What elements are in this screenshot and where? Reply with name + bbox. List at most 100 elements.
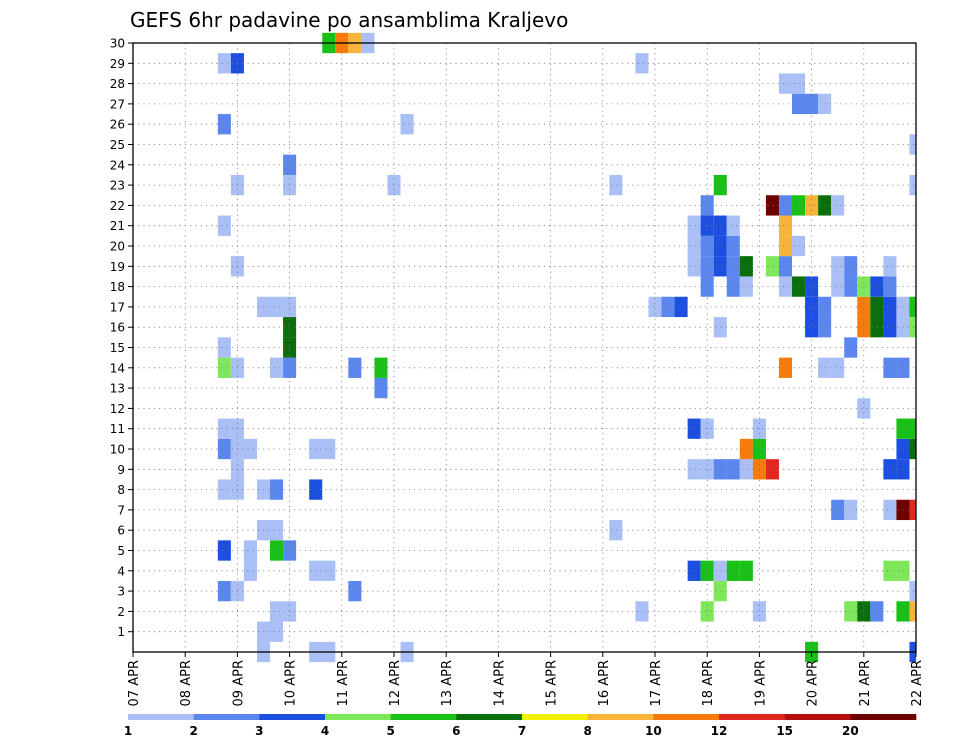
x-tick-label: 15 APR [545,660,560,706]
chart-title: GEFS 6hr padavine po ansamblima Kraljevo [130,8,568,32]
heatmap-cell [883,459,897,480]
y-tick-label: 6 [117,524,125,538]
y-tick-label: 16 [110,321,125,335]
legend-swatch [193,714,260,720]
x-tick-label: 17 APR [649,660,664,706]
heatmap-cell [609,174,623,196]
heatmap-cell [635,601,649,622]
heatmap-cell [909,499,916,521]
legend-label: 12 [711,724,728,738]
heatmap-cell [792,276,806,297]
y-tick-label: 20 [110,240,125,254]
heatmap-cell [270,601,284,622]
heatmap-cell [752,601,766,622]
heatmap-cell [217,215,231,236]
y-tick-label: 8 [117,483,125,497]
heatmap-cell [778,357,793,378]
x-tick-label: 22 APR [910,660,925,706]
heatmap-cell [831,256,845,277]
heatmap-cell [270,296,284,318]
y-tick-label: 7 [117,503,125,517]
heatmap-cell [217,114,231,135]
heatmap-cell [713,174,727,196]
heatmap-cell [883,276,897,297]
heatmap-cell [687,256,701,277]
x-tick-label: 21 APR [858,660,873,706]
heatmap-cell [270,520,284,541]
x-tick-label: 20 APR [806,660,821,706]
x-tick-label: 08 APR [179,660,194,706]
heatmap-cell [792,93,806,115]
heatmap-cell [648,296,662,318]
y-tick-label: 27 [110,97,125,111]
heatmap-cell [217,479,231,500]
x-tick-label: 16 APR [597,660,612,706]
y-tick-label: 12 [110,402,125,416]
heatmap-cell [713,459,727,480]
y-tick-label: 10 [110,443,125,457]
heatmap-cell [883,256,897,277]
legend-swatch [784,714,851,720]
heatmap-cell [726,459,740,480]
heatmap-cell [635,53,649,74]
heatmap-cell [909,296,916,318]
heatmap-cell [883,317,897,338]
legend-swatch [850,714,917,720]
legend-label: 4 [321,724,329,738]
heatmap-cell [700,276,714,297]
heatmap-cell [778,73,793,94]
heatmap-cell [713,256,727,277]
heatmap-cell [739,276,753,297]
heatmap-cell [909,174,916,196]
heatmap-cell [661,296,675,318]
heatmap-cell [713,235,727,257]
legend-swatch [719,714,785,720]
heatmap-cell [909,580,916,602]
legend-swatch [128,714,194,720]
heatmap-cell [778,256,793,277]
heatmap-cell [857,601,871,622]
y-tick-label: 24 [110,158,125,172]
heatmap-cell [765,459,779,480]
heatmap-cell [322,438,336,460]
y-tick-label: 14 [110,361,125,375]
heatmap-cell [857,317,871,338]
y-tick-label: 30 [110,37,125,51]
heatmap-cell [883,499,897,521]
heatmap-cell [792,235,806,257]
y-tick-label: 22 [110,199,125,213]
heatmap-cell [217,418,231,439]
legend-label: 5 [386,724,394,738]
legend-label: 8 [583,724,591,738]
legend-swatch [259,714,326,720]
y-tick-label: 26 [110,118,125,132]
grid-lines [133,42,916,652]
heatmap-cells [217,32,916,663]
x-tick-label: 10 APR [284,660,299,706]
legend-swatch [325,714,391,720]
heatmap-cell [687,459,701,480]
heatmap-cell [778,215,793,236]
heatmap-cell [739,459,753,480]
x-tick-label: 07 APR [127,660,142,706]
y-tick-label: 28 [110,77,125,91]
legend-swatch [390,714,457,720]
legend-label: 3 [255,724,263,738]
y-tick-label: 9 [117,463,125,477]
heatmap-cell [726,276,740,297]
heatmap-cell [270,621,284,642]
heatmap-cell [243,560,257,581]
heatmap-cell [883,296,897,318]
x-tick-label: 12 APR [388,660,403,706]
heatmap-cell [713,317,727,338]
heatmap-cell [243,438,257,460]
heatmap-cell [217,357,231,378]
heatmap-cell [805,276,819,297]
heatmap-cell [713,215,727,236]
heatmap-cell [726,560,740,581]
heatmap-cell [805,296,819,318]
legend-swatch [522,714,588,720]
heatmap-cell [909,317,916,338]
legend-label: 15 [776,724,793,738]
